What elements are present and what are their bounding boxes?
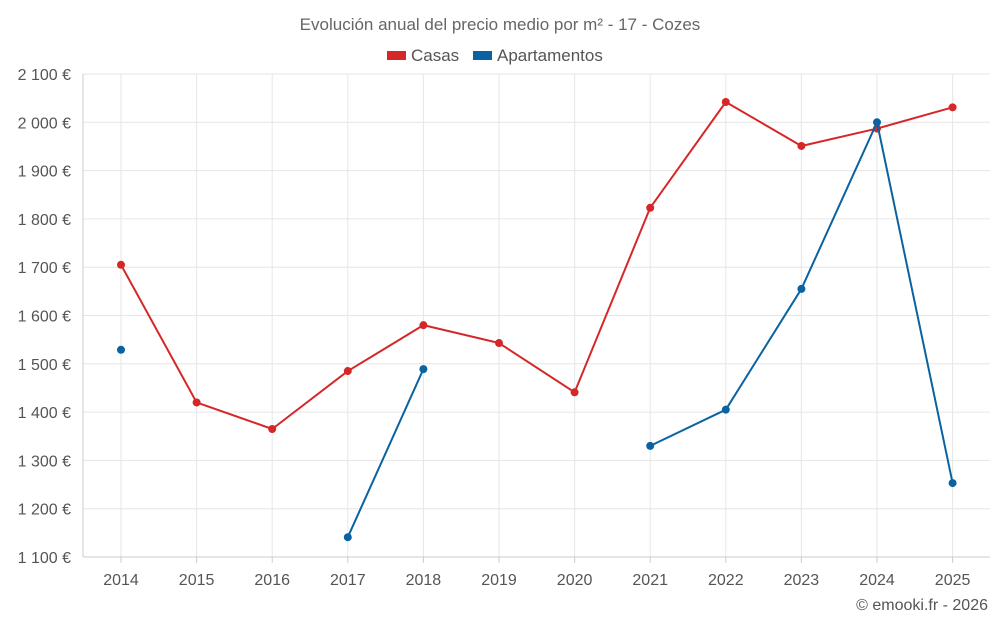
series-casas	[117, 98, 957, 434]
y-tick-label: 1 300 €	[18, 453, 71, 470]
series-line-apartamentos	[346, 368, 425, 538]
y-tick-label: 2 100 €	[18, 67, 71, 84]
y-tick-label: 1 100 €	[18, 550, 71, 567]
x-tick-label: 2018	[406, 572, 442, 589]
x-tick-label: 2025	[935, 572, 971, 589]
legend-swatch-casas	[387, 51, 406, 60]
data-point-apartamentos-2024[interactable]	[873, 118, 881, 127]
data-point-casas-2014[interactable]	[117, 260, 125, 269]
data-point-casas-2017[interactable]	[343, 367, 352, 376]
data-point-apartamentos-2017[interactable]	[343, 533, 352, 542]
legend-label-casas[interactable]: Casas	[411, 46, 459, 65]
data-point-casas-2025[interactable]	[948, 103, 957, 112]
x-tick-label: 2021	[632, 572, 668, 589]
x-tick-label: 2020	[557, 572, 593, 589]
x-tick-label: 2023	[784, 572, 820, 589]
x-tick-label: 2024	[859, 572, 895, 589]
data-point-casas-2019[interactable]	[495, 339, 503, 348]
data-point-casas-2020[interactable]	[570, 388, 579, 397]
y-tick-label: 1 800 €	[18, 212, 71, 229]
x-tick-label: 2017	[330, 572, 366, 589]
data-point-apartamentos-2022[interactable]	[721, 405, 730, 414]
y-tick-label: 1 700 €	[18, 260, 71, 277]
y-tick-label: 1 400 €	[18, 405, 71, 422]
data-point-apartamentos-2018[interactable]	[419, 365, 428, 374]
legend-swatch-apartamentos	[473, 51, 492, 60]
series-apartamentos	[117, 118, 957, 542]
x-tick-label: 2014	[103, 572, 139, 589]
data-point-apartamentos-2014[interactable]	[117, 345, 125, 354]
x-tick-label: 2016	[254, 572, 290, 589]
data-point-apartamentos-2023[interactable]	[797, 284, 806, 293]
y-tick-label: 2 000 €	[18, 115, 71, 132]
x-tick-label: 2022	[708, 572, 744, 589]
y-tick-label: 1 500 €	[18, 357, 71, 374]
data-point-apartamentos-2025[interactable]	[948, 479, 957, 488]
y-tick-label: 1 600 €	[18, 309, 71, 326]
series	[117, 98, 957, 542]
data-point-casas-2021[interactable]	[646, 203, 655, 212]
data-point-casas-2022[interactable]	[721, 98, 730, 107]
series-line-casas	[120, 101, 953, 431]
data-point-casas-2016[interactable]	[268, 425, 277, 434]
chart-title: Evolución anual del precio medio por m² …	[300, 15, 701, 34]
x-tick-label: 2019	[481, 572, 517, 589]
axes: 1 100 € 1 200 € 1 300 € 1 400 € 1 500 € 1 600…	[18, 67, 990, 589]
legend-label-apartamentos[interactable]: Apartamentos	[497, 46, 603, 65]
grid	[83, 73, 990, 557]
copyright-text: © emooki.fr - 2026	[856, 597, 988, 614]
data-point-casas-2018[interactable]	[419, 321, 428, 330]
y-tick-label: 1 900 €	[18, 164, 71, 181]
data-point-apartamentos-2021[interactable]	[646, 441, 655, 450]
legend: Casas Apartamentos	[387, 46, 603, 65]
x-tick-label: 2015	[179, 572, 215, 589]
y-tick-label: 1 200 €	[18, 502, 71, 519]
data-point-casas-2015[interactable]	[192, 398, 201, 407]
data-point-casas-2023[interactable]	[797, 141, 806, 150]
